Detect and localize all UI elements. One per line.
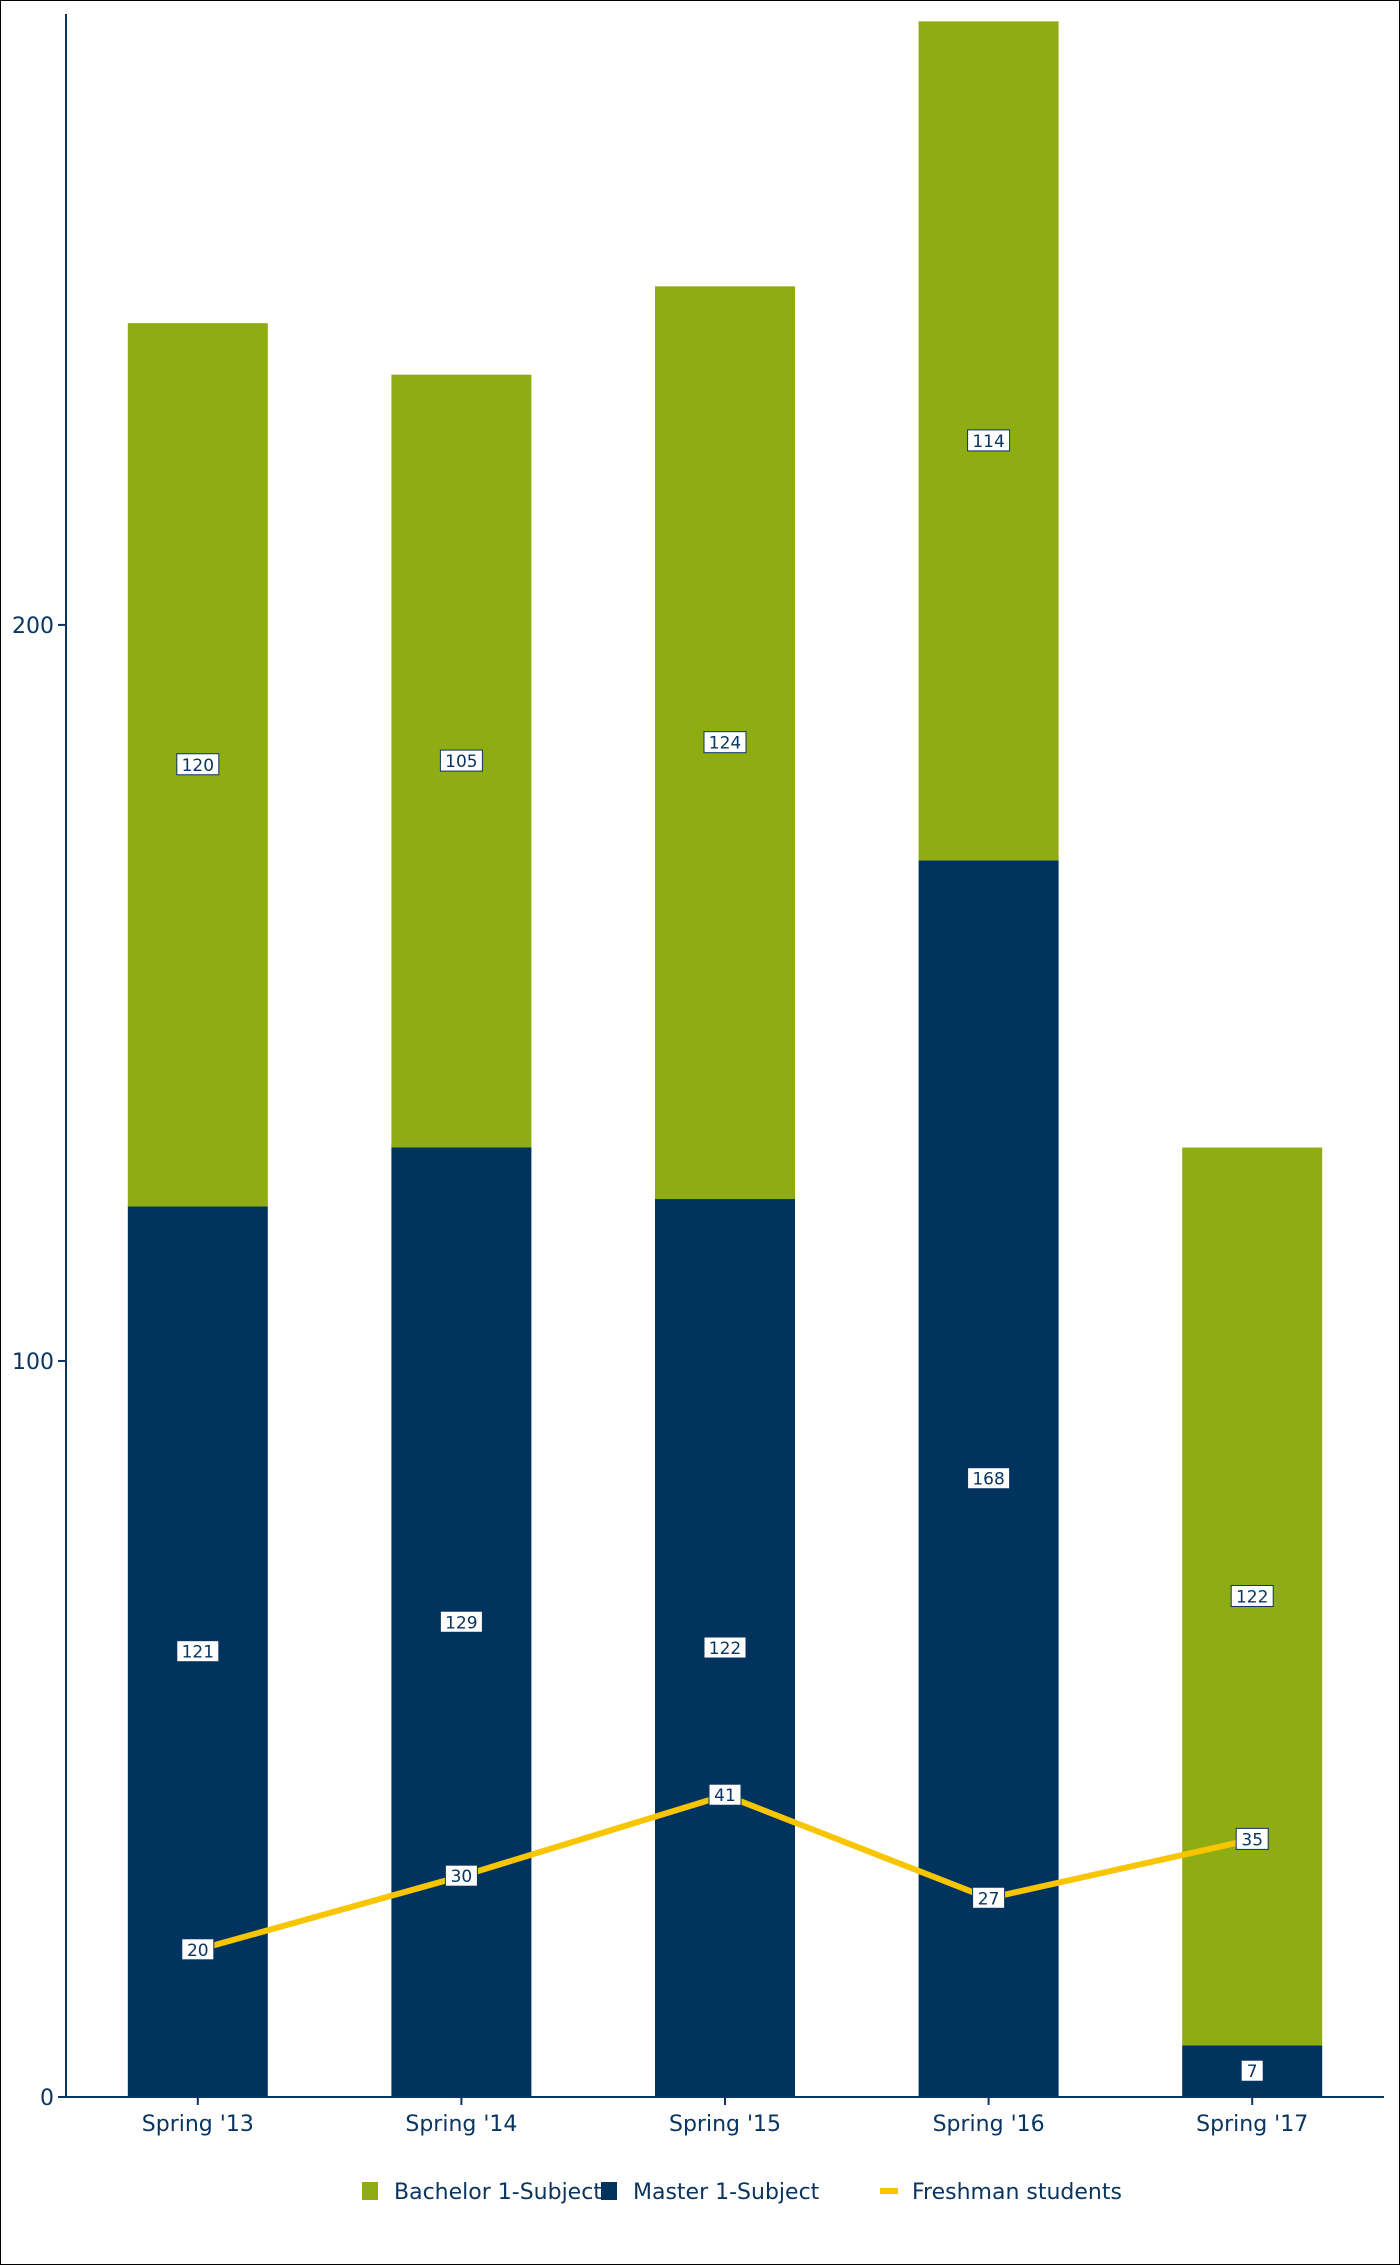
bar-label-bachelor-1-subject-0-text: 120 (182, 756, 214, 776)
legend-swatch-freshman-students (880, 2188, 898, 2194)
bar-label-master-1-subject-3-box (967, 1467, 1011, 1490)
data-labels-layer: 121 120 129 105 122 124 168 114 7 122 20 30 41 27 35 (176, 429, 1274, 2082)
line-label-3: 27 (972, 1886, 1006, 1909)
bar-label-master-1-subject-1-box (439, 1610, 483, 1633)
y-tick-label-100: 100 (12, 1350, 54, 1375)
bars-layer (127, 21, 1323, 2098)
bar-label-master-1-subject-1: 129 (439, 1610, 483, 1633)
line-label-1-text: 30 (451, 1867, 473, 1887)
bar-label-bachelor-1-subject-1: 105 (439, 749, 483, 772)
line-label-2-box (708, 1783, 742, 1806)
bar-label-master-1-subject-1-text: 129 (445, 1613, 477, 1633)
bar-label-bachelor-1-subject-1-box (439, 749, 483, 772)
bar-label-master-1-subject-2-text: 122 (709, 1639, 741, 1659)
x-tick-label-2: Spring '15 (669, 2112, 781, 2137)
bar-label-master-1-subject-2: 122 (703, 1636, 747, 1659)
bar-label-bachelor-1-subject-3: 114 (967, 429, 1011, 452)
legend-label-freshman-students: Freshman students (912, 2180, 1122, 2205)
bar-label-bachelor-1-subject-4: 122 (1230, 1584, 1274, 1607)
legend-label-bachelor-1-subject: Bachelor 1-Subject (394, 2180, 602, 2205)
bar-label-bachelor-1-subject-3-text: 114 (972, 432, 1004, 452)
bar-label-master-1-subject-4-box (1240, 2059, 1264, 2082)
line-label-0-text: 20 (187, 1941, 209, 1961)
line-label-1-box (444, 1864, 478, 1887)
line-label-0: 20 (181, 1938, 215, 1961)
bar-label-bachelor-1-subject-0: 120 (176, 753, 220, 776)
bar-label-master-1-subject-0-text: 121 (182, 1643, 214, 1663)
legend-swatch-master-1-subject (601, 2182, 617, 2200)
line-label-2: 41 (708, 1783, 742, 1806)
bar-label-bachelor-1-subject-2-text: 124 (709, 734, 741, 754)
legend-label-master-1-subject: Master 1-Subject (633, 2180, 820, 2205)
x-tick-label-3: Spring '16 (933, 2112, 1045, 2137)
line-label-0-box (181, 1938, 215, 1961)
y-tick-label-0: 0 (40, 2086, 54, 2111)
bar-label-master-1-subject-2-box (703, 1636, 747, 1659)
bar-label-master-1-subject-3-text: 168 (972, 1470, 1004, 1490)
legend-swatch-bachelor-1-subject (362, 2182, 378, 2200)
x-tick-label-1: Spring '14 (405, 2112, 517, 2137)
legend: Bachelor 1-Subject Master 1-Subject Freshm… (362, 2180, 1122, 2205)
bar-label-master-1-subject-0: 121 (176, 1640, 220, 1663)
line-label-3-text: 27 (978, 1889, 1000, 1909)
line-label-4: 35 (1235, 1827, 1269, 1850)
bar-label-bachelor-1-subject-2-box (703, 731, 747, 754)
bar-label-bachelor-1-subject-4-text: 122 (1236, 1587, 1268, 1607)
line-label-1: 30 (444, 1864, 478, 1887)
x-tick-label-4: Spring '17 (1196, 2112, 1308, 2137)
axes-layer: 0 100 200 Spring '13 Spring '14 Spring '15 Spr… (12, 14, 1384, 2137)
bar-label-bachelor-1-subject-4-box (1230, 1584, 1274, 1607)
bar-label-master-1-subject-0-box (176, 1640, 220, 1663)
line-label-4-text: 35 (1241, 1830, 1263, 1850)
bar-label-master-1-subject-4: 7 (1240, 2059, 1264, 2082)
bar-label-bachelor-1-subject-3-box (967, 429, 1011, 452)
x-tick-label-0: Spring '13 (142, 2112, 254, 2137)
line-label-2-text: 41 (714, 1786, 736, 1806)
bar-label-master-1-subject-4-text: 7 (1247, 2062, 1258, 2082)
line-label-4-box (1235, 1827, 1269, 1850)
bar-label-master-1-subject-3: 168 (967, 1467, 1011, 1490)
bar-label-bachelor-1-subject-0-box (176, 753, 220, 776)
y-tick-label-200: 200 (12, 614, 54, 639)
line-label-3-box (972, 1886, 1006, 1909)
bar-label-bachelor-1-subject-1-text: 105 (445, 752, 477, 772)
bar-label-bachelor-1-subject-2: 124 (703, 731, 747, 754)
